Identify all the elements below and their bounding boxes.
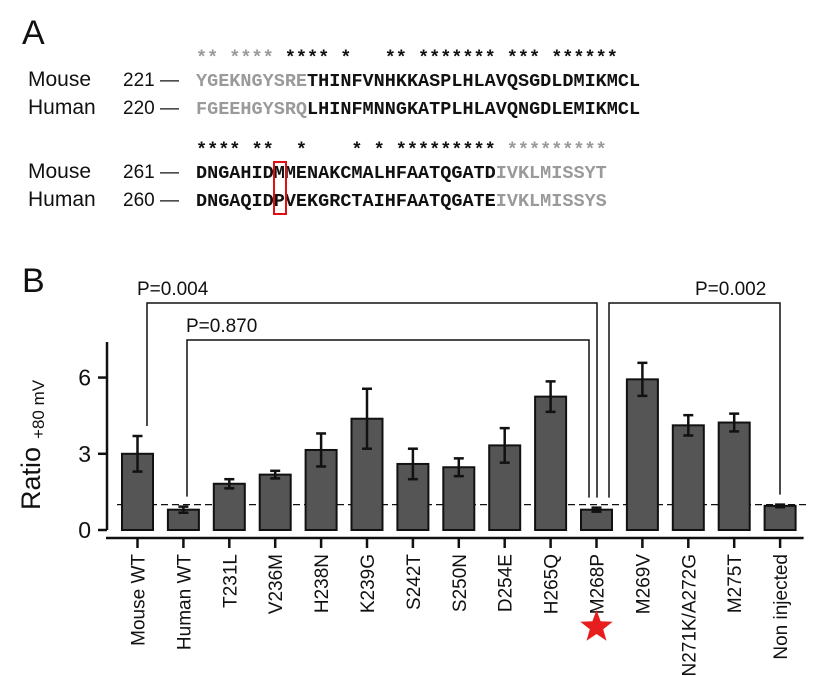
y-axis-label: Ratio +80 mV	[16, 379, 48, 510]
x-tick-label: T231L	[220, 554, 241, 608]
x-tick-label: S242T	[404, 554, 425, 610]
conservation-star-segment: *	[373, 140, 385, 161]
x-tick-label: K239G	[358, 554, 379, 613]
panel-b-letter: B	[22, 262, 45, 300]
species-human-1: Human	[28, 96, 96, 119]
significance-bracket	[146, 302, 598, 498]
position-human-1: 220 —	[123, 98, 179, 119]
conservation-star-segment: ****	[229, 48, 274, 69]
x-tick-label: V236M	[266, 554, 287, 614]
x-tick-label: Human WT	[174, 554, 195, 650]
x-tick-label: H265Q	[542, 554, 563, 614]
x-tick-label: M269V	[633, 554, 654, 615]
sequence-mouse-1: YGEKNGYSRETHINFVNHKKASPLHLAVQSGDLDMIKMCL	[196, 71, 641, 92]
conservation-star-segment: **	[251, 140, 274, 161]
mutation-highlight-box	[272, 161, 287, 215]
significance-bracket	[608, 302, 781, 498]
conservation-star-segment: *	[295, 140, 307, 161]
p-value-label: P=0.002	[695, 279, 766, 300]
species-human-2: Human	[28, 188, 96, 211]
x-tick-label: M275T	[725, 554, 746, 614]
sequence-human-1: FGEEHGYSRQLHINFMNNGKATPLHLAVQNGDLEMIKMCL	[196, 99, 641, 120]
conservation-star-segment: *	[351, 140, 363, 161]
bar	[212, 482, 246, 532]
bar	[442, 466, 476, 532]
p-value-label: P=0.004	[137, 279, 209, 300]
y-tick-label: 0	[78, 517, 91, 543]
x-tick-label: Non injected	[771, 554, 792, 660]
position-human-2: 260 —	[123, 190, 179, 211]
x-tick-label: D254E	[496, 554, 517, 612]
sequence-human-2: DNGAQIDPVEKGRCTAIHFAATQGATEIVKLMISSYS	[196, 191, 607, 212]
bar	[717, 421, 751, 531]
star-marker-icon	[580, 610, 613, 641]
sequence-alignment: ** **** **** * ** ******* *** ****** Mouse 221 …	[0, 0, 817, 240]
x-tick-label: S250N	[450, 554, 471, 612]
sequence-mouse-2: DNGAHIDMMENAKCMALHFAATQGATDIVKLMISSYT	[196, 163, 607, 184]
conservation-star-segment: *********	[395, 140, 496, 161]
bar	[625, 378, 659, 531]
conservation-star-segment: **	[384, 48, 407, 69]
x-tick-label: Mouse WT	[129, 554, 150, 646]
p-value-label: P=0.870	[186, 316, 257, 337]
conservation-star-segment: ****	[284, 48, 330, 69]
y-tick-label: 6	[78, 365, 91, 391]
bar	[258, 473, 292, 531]
position-mouse-1: 221 —	[123, 70, 179, 91]
x-tick-label: H238N	[312, 554, 333, 613]
species-mouse-2: Mouse	[28, 160, 92, 183]
conservation-star-segment: *	[340, 48, 352, 69]
conservation-star-segment: ****	[196, 140, 241, 161]
y-axis-label-main: Ratio	[16, 447, 46, 510]
panel-a-letter: A	[22, 14, 45, 52]
bar	[671, 424, 705, 532]
conservation-star-segment: ***	[506, 48, 541, 69]
y-axis-label-subscript: +80 mV	[29, 379, 48, 439]
conservation-star-segment: *******	[418, 48, 496, 69]
significance-bracket	[186, 339, 590, 498]
conservation-star-segment: *********	[506, 140, 607, 161]
conservation-star-segment: ******	[551, 48, 618, 69]
bar	[763, 504, 797, 532]
x-tick-label: M268P	[588, 554, 609, 614]
position-mouse-2: 261 —	[123, 162, 179, 183]
y-tick-label: 3	[78, 441, 91, 467]
species-mouse-1: Mouse	[28, 68, 92, 91]
conservation-star-segment: **	[196, 48, 219, 69]
x-tick-label: N271K/A272G	[679, 554, 700, 676]
bar	[534, 395, 568, 531]
